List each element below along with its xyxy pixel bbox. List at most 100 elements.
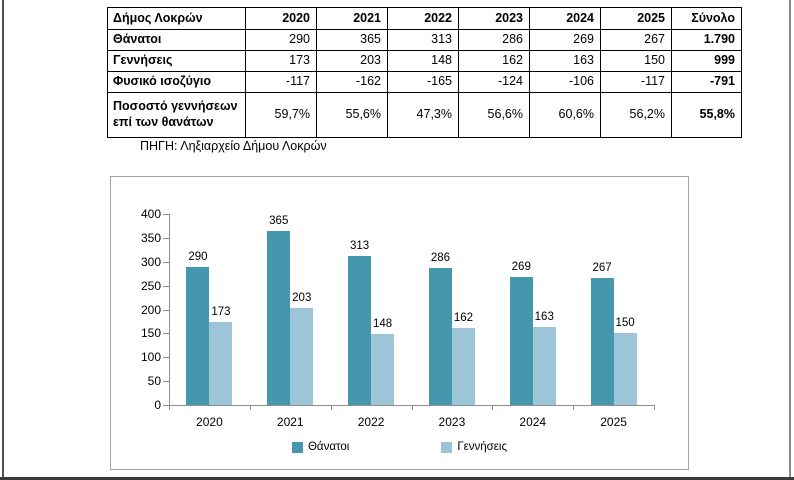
- chart-legend: Θάνατοι Γεννήσεις: [111, 441, 688, 453]
- demographics-table: Δήμος Λοκρών 2020 2021 2022 2023 2024 2025 Σύνο…: [107, 7, 742, 138]
- y-tick-mark: [163, 381, 169, 383]
- y-axis-tick-label: 200: [140, 302, 161, 317]
- y-tick-mark: [163, 405, 169, 406]
- bar-value-label-deaths: 290: [188, 250, 208, 263]
- page-right-edge: [789, 0, 791, 480]
- bar-value-label-births: 148: [372, 318, 393, 331]
- table-cell: 1.790: [671, 29, 742, 51]
- bar-value-label-deaths: 286: [430, 252, 450, 265]
- table-cell: 55,6%: [316, 92, 388, 138]
- table-cell: 60,6%: [529, 92, 601, 138]
- table-cell: 269: [529, 29, 601, 51]
- x-tick-mark: [411, 405, 413, 410]
- table-column-header: 2024: [529, 7, 601, 30]
- table-cell: 999: [671, 50, 742, 72]
- table-cell: -117: [245, 71, 317, 93]
- chart-plot-area: 0 50 100 150 200 250 300 350 400 290 173 2020 365 203…: [111, 177, 688, 469]
- x-tick-mark: [330, 405, 332, 410]
- table-cell: -124: [458, 71, 530, 93]
- table-cell: 203: [316, 50, 388, 72]
- bar-births: [451, 327, 475, 405]
- table-row: Γεννήσεις 173 203 148 162 163 150 999: [107, 50, 742, 72]
- table-row-label: Θάνατοι: [107, 29, 246, 51]
- table-cell: 267: [600, 29, 672, 51]
- x-tick-mark: [169, 405, 170, 410]
- bar-value-label-deaths: 365: [269, 214, 289, 227]
- y-tick-mark: [163, 357, 169, 359]
- bar-births: [532, 327, 556, 405]
- y-axis-tick-label: 100: [140, 350, 161, 365]
- table-row-label: Ποσοστό γεννήσεων επί των θανάτων: [107, 92, 246, 138]
- bar-births: [613, 333, 637, 405]
- source-note: ΠΗΓΗ: Ληξιαρχείο Δήμου Λοκρών: [140, 139, 327, 153]
- legend-item: Γεννήσεις: [441, 441, 507, 453]
- bar-births: [371, 334, 395, 405]
- table-cell: 56,6%: [458, 92, 530, 138]
- table-cell: -106: [529, 71, 601, 93]
- bar-value-label-deaths: 313: [349, 239, 370, 252]
- legend-swatch-deaths: [291, 441, 303, 453]
- table-column-header: 2025: [600, 7, 672, 30]
- y-axis-tick-label: 300: [140, 254, 161, 269]
- legend-swatch-births: [441, 441, 453, 453]
- y-tick-mark: [163, 309, 169, 311]
- legend-item: Θάνατοι: [291, 441, 350, 453]
- bar-value-label-births: 162: [453, 311, 473, 324]
- bar-value-label-births: 163: [534, 311, 554, 324]
- table-cell: 47,3%: [387, 92, 459, 138]
- legend-label: Θάνατοι: [307, 441, 350, 453]
- bar-births: [290, 308, 314, 405]
- x-axis-category-label: 2021: [276, 415, 304, 429]
- y-axis-tick-label: 400: [140, 207, 161, 221]
- bar-value-label-births: 173: [211, 306, 231, 319]
- legend-label: Γεννήσεις: [457, 441, 507, 453]
- bar-deaths: [186, 266, 210, 405]
- bar-births: [209, 322, 233, 405]
- bar-value-label-deaths: 269: [511, 260, 531, 273]
- x-tick-mark: [573, 405, 575, 410]
- table-cell: 56,2%: [600, 92, 672, 138]
- y-axis-tick-label: 350: [140, 230, 161, 245]
- y-tick-mark: [163, 333, 169, 335]
- table-cell: 150: [600, 50, 672, 72]
- bar-value-label-births: 150: [615, 317, 635, 330]
- bar-deaths: [267, 230, 291, 405]
- table-cell: -791: [671, 71, 742, 93]
- table-cell: 59,7%: [245, 92, 317, 138]
- bar-deaths: [348, 255, 372, 405]
- table-cell: 286: [458, 29, 530, 51]
- table-row: Ποσοστό γεννήσεων επί των θανάτων 59,7% 55…: [107, 92, 742, 138]
- y-axis-tick-label: 50: [147, 374, 161, 389]
- x-axis-category-label: 2023: [438, 415, 466, 429]
- table-cell: 148: [387, 50, 459, 72]
- y-axis-tick-label: 150: [140, 326, 161, 341]
- bar-deaths: [509, 276, 533, 405]
- x-tick-mark: [654, 405, 655, 410]
- table-cell: 173: [245, 50, 317, 72]
- y-tick-mark: [163, 261, 169, 263]
- table-cell: 290: [245, 29, 317, 51]
- table-cell: 162: [458, 50, 530, 72]
- table-cell: 55,8%: [671, 92, 742, 138]
- table-cell: 365: [316, 29, 388, 51]
- x-axis-category-label: 2025: [600, 415, 627, 429]
- table-title-header: Δήμος Λοκρών: [107, 7, 246, 30]
- bar-value-label-births: 203: [292, 292, 312, 305]
- table-row-label: Γεννήσεις: [107, 50, 246, 72]
- table-cell: 163: [529, 50, 601, 72]
- page-left-edge: [2, 0, 4, 480]
- table-column-header: Σύνολο: [671, 7, 742, 30]
- table-cell: -117: [600, 71, 672, 93]
- table-cell: 313: [387, 29, 459, 51]
- bar-deaths: [428, 268, 452, 405]
- x-axis-category-label: 2020: [196, 415, 223, 429]
- table-cell: -162: [316, 71, 388, 93]
- y-tick-mark: [163, 285, 169, 287]
- page-bottom-edge: [0, 477, 794, 480]
- table-row: Φυσικό ισοζύγιο -117 -162 -165 -124 -106 -117-…: [107, 71, 742, 93]
- y-axis-tick-label: 250: [140, 278, 161, 293]
- x-tick-mark: [249, 405, 251, 410]
- y-axis-tick-label: 0: [154, 398, 161, 412]
- bar-deaths: [590, 277, 614, 405]
